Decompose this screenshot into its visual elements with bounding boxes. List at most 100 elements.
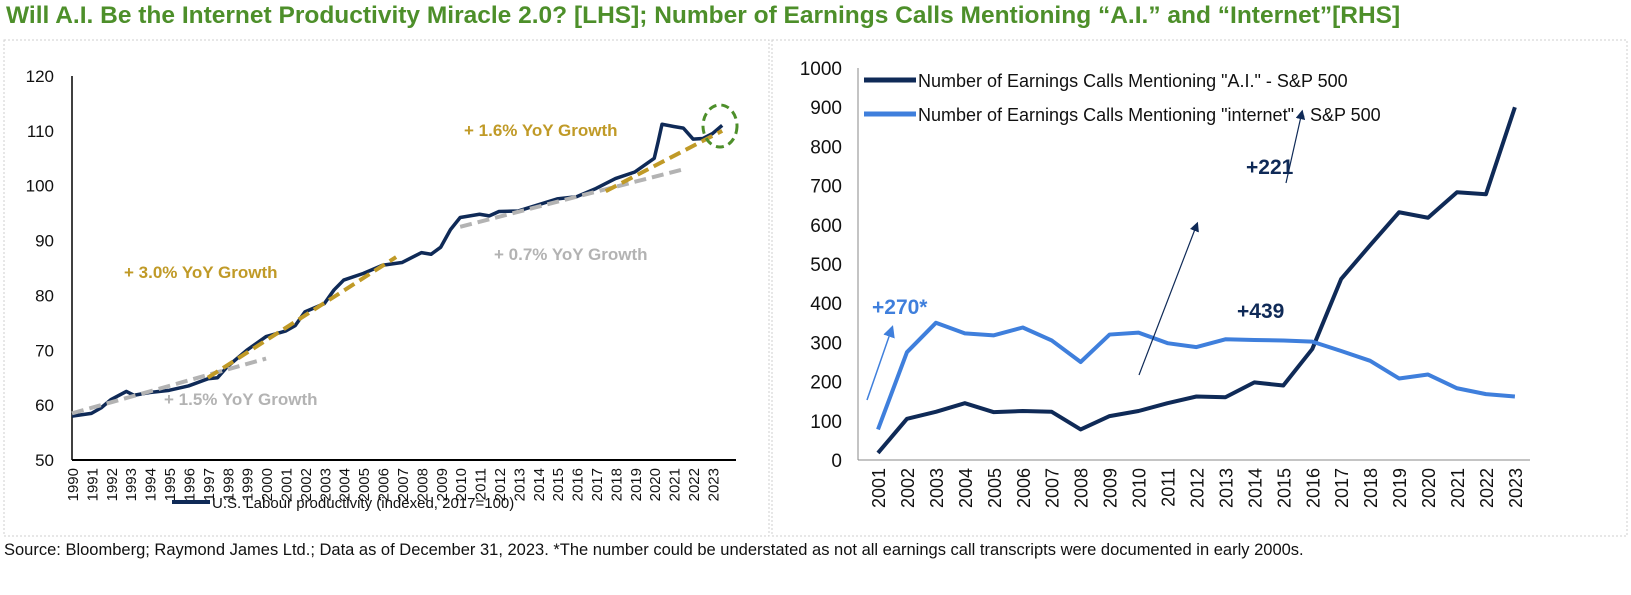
right-x-tick-label: 2014 xyxy=(1245,468,1265,508)
left-x-tick-label: 2017 xyxy=(589,468,606,501)
left-x-tick-label: 2011 xyxy=(473,468,490,500)
legend-label: Number of Earnings Calls Mentioning "int… xyxy=(918,105,1381,125)
highlight-circle xyxy=(701,103,739,149)
right-x-tick-label: 2011 xyxy=(1159,468,1179,507)
right-x-tick-label: 2022 xyxy=(1477,468,1497,508)
left-x-tick-label: 1998 xyxy=(220,468,237,501)
right-x-tick-label: 2019 xyxy=(1390,468,1410,508)
source-note: Source: Bloomberg; Raymond James Ltd.; D… xyxy=(4,541,1304,559)
right-x-tick-label: 2018 xyxy=(1361,468,1381,508)
right-y-tick-label: 600 xyxy=(810,216,842,237)
legend-label: Number of Earnings Calls Mentioning "A.I… xyxy=(918,71,1348,91)
right-x-tick-label: 2009 xyxy=(1101,468,1121,508)
left-x-tick-label: 2020 xyxy=(647,468,664,501)
figure-title: Will A.I. Be the Internet Productivity M… xyxy=(6,2,1401,29)
right-y-tick-label: 300 xyxy=(810,333,842,354)
left-x-tick-label: 2000 xyxy=(259,468,276,501)
left-x-tick-label: 1995 xyxy=(162,468,179,501)
productivity-line xyxy=(71,122,724,418)
trendline-2 xyxy=(459,167,684,229)
right-x-tick-label: 2016 xyxy=(1303,468,1323,508)
left-x-tick-label: 1993 xyxy=(123,468,140,501)
arrow-internet xyxy=(866,325,895,401)
trendline-0 xyxy=(71,356,267,416)
right-x-tick-label: 2015 xyxy=(1274,468,1294,508)
left-x-tick-label: 2012 xyxy=(492,468,509,501)
left-x-tick-label: 2014 xyxy=(531,468,548,501)
right-y-tick-label: 800 xyxy=(810,137,842,158)
left-x-tick-label: 2016 xyxy=(570,468,587,501)
left-x-tick-label: 2022 xyxy=(686,468,703,501)
right-x-tick-label: 2020 xyxy=(1419,468,1439,508)
left-x-tick-label: 2006 xyxy=(376,468,393,501)
left-x-tick-label: 1991 xyxy=(84,468,101,501)
trendline-label: + 1.6% YoY Growth xyxy=(464,121,618,140)
arrow-ai-221 xyxy=(1285,109,1306,184)
left-x-tick-label: 2001 xyxy=(278,468,295,501)
right-x-tick-label: 2006 xyxy=(1014,468,1034,508)
left-x-tick-label: 2005 xyxy=(356,468,373,501)
left-x-tick-label: 1999 xyxy=(240,468,257,501)
right-x-tick-label: 2002 xyxy=(898,468,918,508)
left-x-tick-label: 2021 xyxy=(667,468,684,501)
trendline-3 xyxy=(604,129,724,193)
right-y-tick-label: 200 xyxy=(810,373,842,394)
left-x-tick-label: 1997 xyxy=(201,468,218,501)
left-y-tick-label: 70 xyxy=(35,341,54,360)
arrow-ai-439 xyxy=(1138,221,1199,376)
left-x-tick-label: 2015 xyxy=(550,468,567,501)
annotation-label: +221 xyxy=(1246,156,1294,179)
right-x-tick-label: 2004 xyxy=(956,468,976,508)
right-x-tick-label: 2008 xyxy=(1072,468,1092,508)
right-x-tick-label: 2013 xyxy=(1216,468,1236,508)
annotation-label: +439 xyxy=(1237,300,1284,323)
right-y-tick-label: 1000 xyxy=(800,59,842,80)
left-y-tick-label: 120 xyxy=(26,67,54,86)
left-x-tick-label: 2009 xyxy=(434,468,451,501)
right-panel-border xyxy=(771,39,1628,537)
trendline-label: + 1.5% YoY Growth xyxy=(164,390,318,409)
right-y-tick-label: 400 xyxy=(810,294,842,315)
trendline-label: + 3.0% YoY Growth xyxy=(124,263,278,282)
left-x-tick-label: 2002 xyxy=(298,468,315,501)
left-x-tick-label: 2013 xyxy=(511,468,528,501)
right-x-tick-label: 2005 xyxy=(985,468,1005,508)
left-y-tick-label: 50 xyxy=(35,451,54,470)
left-y-tick-label: 100 xyxy=(26,177,54,196)
series-line-ai xyxy=(876,106,1517,455)
annotation-label: +270* xyxy=(872,296,928,319)
legend-label: U.S. Labour productivity (indexed, 2017=… xyxy=(212,495,514,512)
right-y-tick-label: 900 xyxy=(810,98,842,119)
right-y-tick-label: 700 xyxy=(810,177,842,198)
right-x-tick-label: 2003 xyxy=(927,468,947,508)
right-y-tick-label: 100 xyxy=(810,412,842,433)
right-x-tick-label: 2001 xyxy=(869,468,889,508)
left-y-tick-label: 90 xyxy=(35,232,54,251)
left-x-tick-label: 2019 xyxy=(628,468,645,501)
left-panel-border xyxy=(3,39,770,537)
right-x-tick-label: 2012 xyxy=(1187,468,1207,508)
right-x-tick-label: 2021 xyxy=(1448,468,1468,508)
left-y-tick-label: 110 xyxy=(27,122,54,141)
left-y-tick-label: 80 xyxy=(35,286,54,305)
left-x-tick-label: 1996 xyxy=(181,468,198,501)
left-x-tick-label: 2008 xyxy=(414,468,431,501)
right-y-tick-label: 0 xyxy=(831,451,842,472)
right-x-tick-label: 2023 xyxy=(1506,468,1526,508)
left-x-tick-label: 2023 xyxy=(705,468,722,501)
left-x-tick-label: 1992 xyxy=(104,468,121,501)
left-x-tick-label: 1990 xyxy=(65,468,82,501)
right-x-tick-label: 2010 xyxy=(1130,468,1150,508)
left-y-tick-label: 60 xyxy=(35,396,54,415)
trendline-1 xyxy=(206,255,398,380)
series-line-internet xyxy=(876,320,1516,431)
trendline-label: + 0.7% YoY Growth xyxy=(494,245,648,264)
left-x-tick-label: 1994 xyxy=(143,468,160,501)
left-x-tick-label: 2004 xyxy=(337,468,354,501)
right-x-tick-label: 2007 xyxy=(1043,468,1063,508)
right-y-tick-label: 500 xyxy=(810,255,842,276)
left-x-tick-label: 2010 xyxy=(453,468,470,501)
right-x-tick-label: 2017 xyxy=(1332,468,1352,508)
